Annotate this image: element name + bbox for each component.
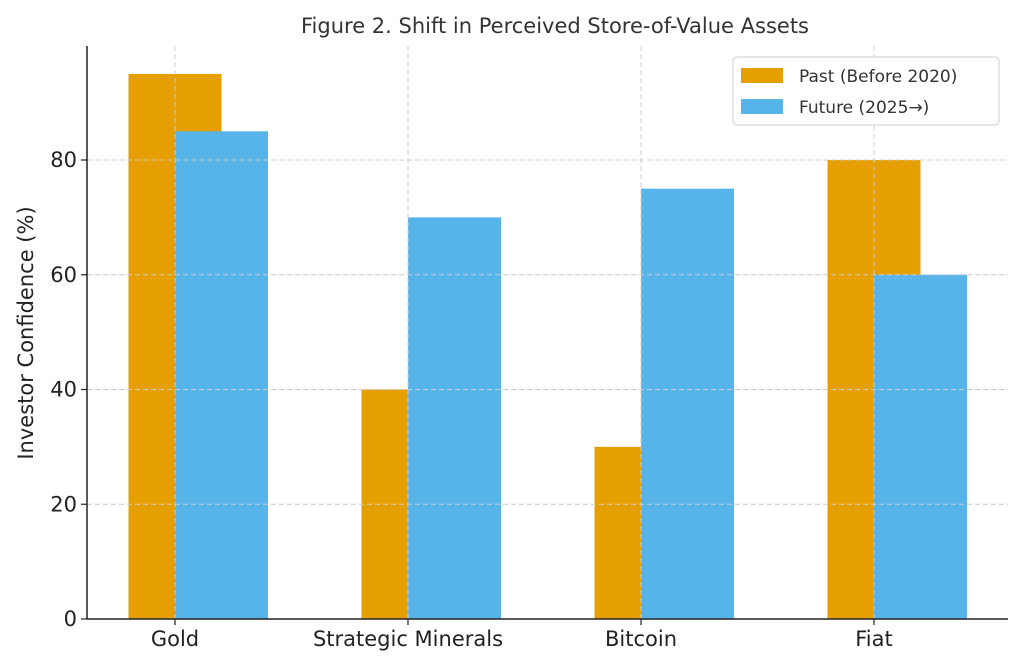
legend-label: Past (Before 2020) (799, 67, 957, 87)
legend-frame (732, 56, 1000, 126)
bar-future-fiat (874, 274, 967, 619)
chart-title: Figure 2. Shift in Perceived Store-of-Va… (301, 14, 809, 38)
x-tick-label: Gold (151, 627, 199, 651)
x-tick-label: Bitcoin (605, 627, 677, 651)
x-tick-label: Fiat (855, 627, 893, 651)
y-tick-label: 60 (50, 263, 77, 287)
y-tick-label: 20 (50, 492, 77, 516)
bar-future-strategic-minerals (408, 217, 501, 619)
legend: Past (Before 2020) Future (2025→) (732, 56, 1000, 126)
y-axis-label: Investor Confidence (%) (14, 206, 38, 459)
y-tick-label: 0 (64, 607, 77, 631)
x-tick-label: Strategic Minerals (313, 627, 503, 651)
legend-swatch (741, 68, 783, 83)
y-tick-label: 40 (50, 378, 77, 402)
y-tick-label: 80 (50, 148, 77, 172)
legend-label: Future (2025→) (799, 98, 929, 118)
legend-swatch (741, 99, 783, 114)
bar-future-gold (175, 131, 268, 619)
bar-future-bitcoin (641, 188, 734, 619)
